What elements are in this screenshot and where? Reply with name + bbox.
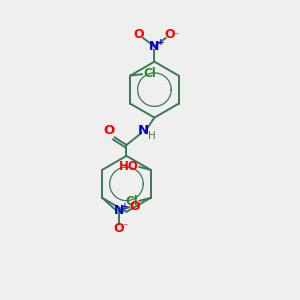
Text: ⁻: ⁻ bbox=[174, 31, 179, 41]
Text: HO: HO bbox=[118, 160, 139, 173]
Text: ⁻: ⁻ bbox=[122, 223, 128, 232]
Text: Cl: Cl bbox=[143, 68, 156, 80]
Text: O: O bbox=[129, 200, 140, 213]
Text: O: O bbox=[104, 124, 115, 137]
Text: O: O bbox=[164, 28, 175, 41]
Text: O: O bbox=[113, 222, 124, 235]
Text: +: + bbox=[122, 202, 129, 211]
Text: H: H bbox=[148, 131, 156, 141]
Text: O: O bbox=[134, 28, 144, 41]
Text: Cl: Cl bbox=[125, 196, 138, 208]
Text: N: N bbox=[138, 124, 149, 137]
Text: N: N bbox=[149, 40, 160, 53]
Text: N: N bbox=[113, 204, 124, 217]
Text: +: + bbox=[157, 38, 165, 47]
